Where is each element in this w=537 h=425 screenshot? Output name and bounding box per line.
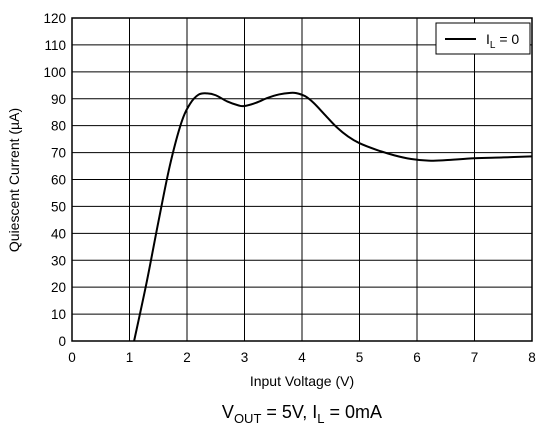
y-tick-label: 0 xyxy=(58,334,66,349)
y-tick-labels: 0 10 20 30 40 50 60 70 80 90 100 110 120 xyxy=(43,11,66,349)
x-axis-title: Input Voltage (V) xyxy=(250,373,354,389)
y-tick-label: 30 xyxy=(51,253,66,268)
caption-i-main: I xyxy=(312,402,317,422)
x-tick-label: 1 xyxy=(126,350,134,365)
x-tick-label: 3 xyxy=(241,350,249,365)
x-tick-label: 7 xyxy=(471,350,479,365)
caption-v-rest: = 5V, xyxy=(261,402,312,422)
y-tick-label: 60 xyxy=(51,173,66,188)
caption-i-sub: L xyxy=(317,411,324,425)
y-tick-label: 50 xyxy=(51,199,66,214)
legend-label: IL = 0 xyxy=(486,31,519,51)
x-tick-labels: 0 1 2 3 4 5 6 7 8 xyxy=(68,350,536,365)
y-tick-label: 70 xyxy=(51,146,66,161)
series-line-il-0 xyxy=(133,91,533,342)
y-tick-label: 90 xyxy=(51,92,66,107)
x-tick-label: 4 xyxy=(298,350,306,365)
caption-v-main: V xyxy=(222,402,234,422)
x-tick-label: 6 xyxy=(413,350,421,365)
x-tick-label: 2 xyxy=(183,350,191,365)
x-tick-label: 5 xyxy=(356,350,364,365)
legend-label-main: I xyxy=(486,31,490,47)
legend: IL = 0 xyxy=(435,22,531,55)
y-tick-label: 120 xyxy=(43,11,66,26)
caption-i-rest: = 0mA xyxy=(325,402,383,422)
y-tick-label: 20 xyxy=(51,280,66,295)
y-tick-label: 100 xyxy=(43,65,66,80)
chart-caption: VOUT = 5V, IL = 0mA xyxy=(222,402,382,425)
y-axis-title: Quiescent Current (µA) xyxy=(6,108,22,252)
y-tick-label: 80 xyxy=(51,119,66,134)
y-tick-label: 40 xyxy=(51,226,66,241)
caption-v-sub: OUT xyxy=(234,411,262,425)
y-tick-label: 10 xyxy=(51,307,66,322)
x-tick-label: 0 xyxy=(68,350,76,365)
x-tick-label: 8 xyxy=(528,350,536,365)
legend-label-sub: L xyxy=(490,40,496,51)
legend-label-rest: = 0 xyxy=(495,31,519,47)
grid xyxy=(71,17,533,342)
y-tick-label: 110 xyxy=(44,38,66,53)
plot-border xyxy=(71,17,533,342)
